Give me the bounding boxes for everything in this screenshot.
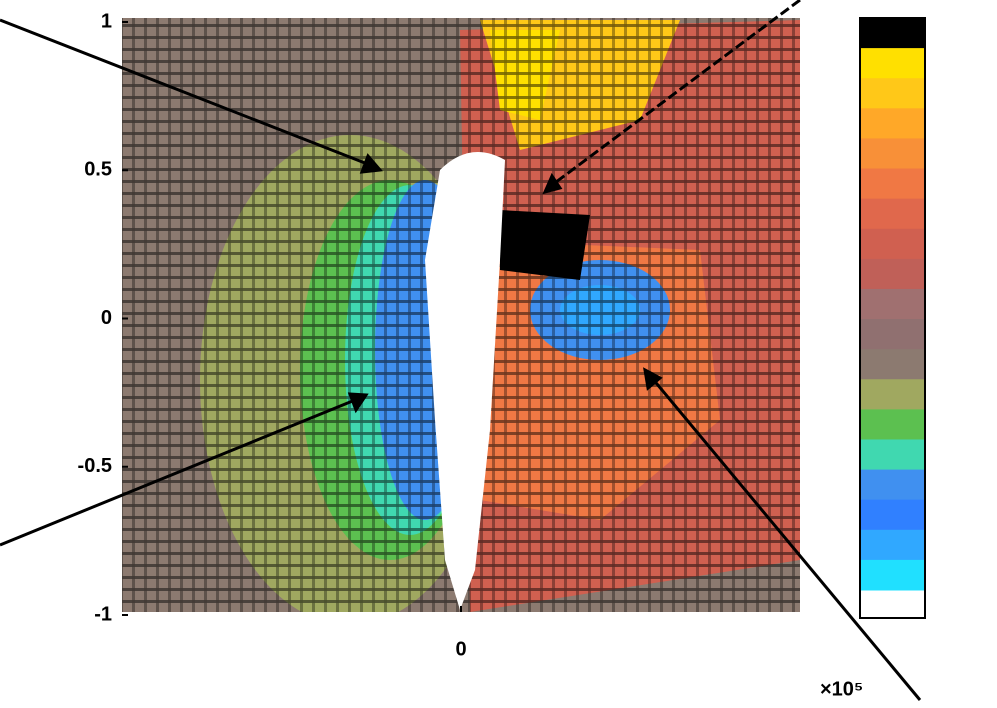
y-tick-label: 1 (101, 10, 112, 32)
colorbar-swatch (860, 349, 925, 380)
x-tick-label: 0 (455, 638, 466, 660)
colorbar-swatch (860, 108, 925, 139)
colorbar-swatch (860, 379, 925, 410)
y-tick-label: 0 (101, 307, 112, 329)
colorbar-swatch (860, 18, 925, 49)
colorbar-swatch (860, 78, 925, 109)
colorbar-swatch (860, 409, 925, 440)
y-tick-label: 0.5 (84, 159, 112, 181)
colorbar-swatch (860, 439, 925, 470)
colorbar-swatch (860, 259, 925, 290)
colorbar-swatch (860, 530, 925, 561)
colorbar-swatch (860, 470, 925, 501)
colorbar-swatch (860, 169, 925, 200)
colorbar-swatch (860, 319, 925, 350)
y-tick-label: -1 (94, 603, 112, 625)
colorbar-swatch (860, 138, 925, 169)
colorbar-swatch (860, 48, 925, 79)
colorbar-swatch (860, 229, 925, 260)
chart: ×10⁵ -1 -0.5 0 0.5 1 0 (0, 0, 997, 703)
colorbar-swatch (860, 199, 925, 230)
colorbar-swatch (860, 500, 925, 531)
colorbar-swatch (860, 560, 925, 591)
colorbar-swatch (860, 289, 925, 320)
y-tick-label: -0.5 (78, 455, 112, 477)
x-exponent-label: ×10⁵ (820, 678, 863, 700)
